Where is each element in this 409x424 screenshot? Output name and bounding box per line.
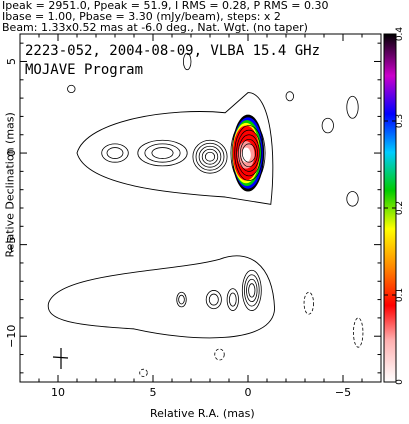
polarization-contour xyxy=(208,293,219,306)
polarization-outer-contour xyxy=(47,255,276,339)
noise-contour xyxy=(346,95,359,119)
core-contour xyxy=(234,125,264,181)
colorbar-tick-label: 0.4 xyxy=(395,27,405,42)
contour-layer xyxy=(47,52,364,377)
polarization-contour xyxy=(228,292,237,307)
stokes-i-contour xyxy=(101,143,129,163)
x-tick-label: 5 xyxy=(150,386,157,399)
stokes-i-contour xyxy=(201,148,219,165)
negative-contour xyxy=(303,291,314,315)
x-tick-label: −5 xyxy=(335,386,351,399)
colorbar-tick-label: 0 xyxy=(395,379,405,385)
beam-symbol xyxy=(52,348,69,369)
chart-subtitle: MOJAVE Program xyxy=(25,62,144,78)
colorbar-ticks: 0 0.1 0.2 0.3 0.4 xyxy=(384,27,405,385)
noise-contour xyxy=(346,191,359,207)
stokes-i-contour xyxy=(151,147,174,159)
y-tick-label: 5 xyxy=(5,58,18,65)
y-axis-label: Relative Declination (mas) xyxy=(3,112,17,258)
negative-contour xyxy=(214,348,225,361)
stokes-i-contour xyxy=(204,151,216,162)
jet-outer-contour xyxy=(76,92,274,205)
y-tick-label: −5 xyxy=(5,237,18,253)
noise-contour xyxy=(182,52,192,71)
chart-title: 2223-052, 2004-08-09, VLBA 15.4 GHz xyxy=(25,43,321,59)
polarization-contour xyxy=(244,274,260,307)
y-tick-label: −10 xyxy=(5,325,18,348)
y-axis-ticks: 5 0 −5 −10 xyxy=(5,42,381,374)
colorbar-tick-label: 0.1 xyxy=(395,288,405,302)
header-line-2: Ibase = 1.00, Pbase = 3.30 (mJy/beam), s… xyxy=(2,10,281,23)
y-tick-label: 0 xyxy=(5,150,18,157)
polarization-contour xyxy=(205,290,222,310)
polarization-contour xyxy=(178,294,185,305)
stokes-i-contour xyxy=(144,143,181,163)
core-contour xyxy=(240,138,258,168)
colorbar-tick-label: 0.2 xyxy=(395,201,405,215)
header-line-3: Beam: 1.33x0.52 mas at -6.0 deg., Nat. W… xyxy=(2,21,308,34)
polarization-contour xyxy=(176,291,187,308)
polarization-color-patch xyxy=(231,114,265,192)
stokes-i-contour xyxy=(192,139,228,174)
noise-contour xyxy=(67,84,76,94)
noise-contour xyxy=(285,91,294,102)
noise-contour xyxy=(321,117,334,134)
colorbar-tick-label: 0.3 xyxy=(395,114,405,128)
negative-contour xyxy=(139,368,148,377)
x-axis-ticks: 10 5 0 −5 xyxy=(38,34,363,399)
core-contour xyxy=(238,134,260,172)
stokes-i-contour xyxy=(195,142,225,171)
polarization-contour xyxy=(226,288,239,311)
x-tick-label: 0 xyxy=(245,386,252,399)
x-tick-label: 10 xyxy=(51,386,65,399)
x-axis-label: Relative R.A. (mas) xyxy=(150,407,255,420)
stokes-i-contour xyxy=(106,147,124,159)
polarization-contour xyxy=(246,278,258,303)
header-line-1: Ipeak = 2951.0, Ppeak = 51.9, I RMS = 0.… xyxy=(2,0,329,12)
core-contour xyxy=(241,143,256,163)
core-contour xyxy=(236,129,262,177)
polarization-contour xyxy=(248,283,256,298)
polarization-contour xyxy=(241,269,262,311)
stokes-i-contour xyxy=(198,145,222,168)
stokes-i-contour xyxy=(137,139,188,167)
negative-contour xyxy=(353,317,364,348)
